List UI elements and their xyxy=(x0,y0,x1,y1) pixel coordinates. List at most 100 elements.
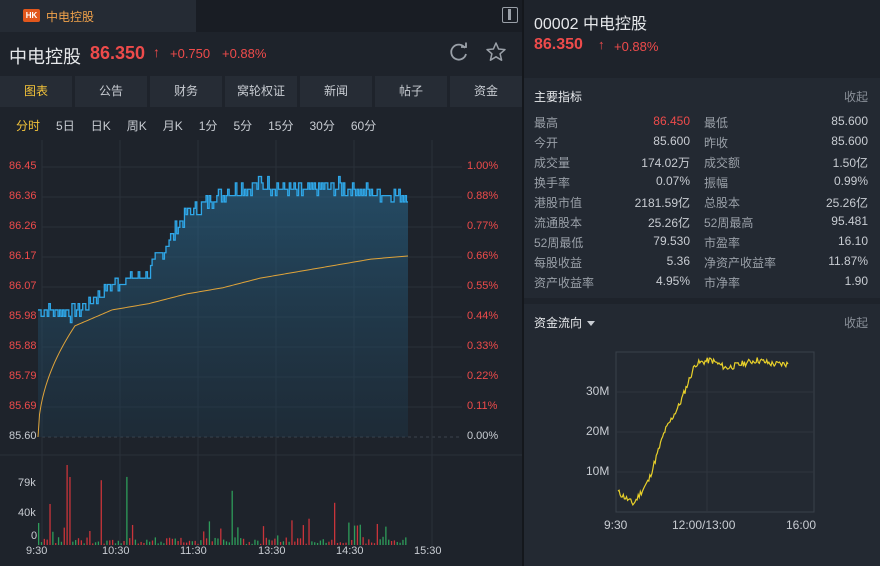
volume-bar xyxy=(353,525,356,545)
main-tab-label: 帖子 xyxy=(398,84,423,98)
percent-tick-label: 1.00% xyxy=(467,160,499,172)
volume-tick-label: 79k xyxy=(18,477,36,489)
volume-bar xyxy=(373,543,376,545)
volume-bar xyxy=(49,503,51,545)
panel-divider[interactable] xyxy=(522,0,524,566)
volume-bar xyxy=(405,537,407,545)
fund-flow-chart xyxy=(615,351,815,513)
favorite-star-icon[interactable] xyxy=(485,41,507,63)
period-tab-6[interactable]: 1分 xyxy=(191,116,226,136)
volume-bar xyxy=(171,538,174,545)
volume-bar xyxy=(368,539,370,545)
indicator-row: 成交量 174.02万 成交额 1.50亿 xyxy=(534,154,870,174)
dropdown-arrow-icon xyxy=(587,321,596,327)
volume-bar xyxy=(390,540,393,545)
volume-bar xyxy=(254,539,256,545)
indicator-row: 换手率 0.07% 振幅 0.99% xyxy=(534,174,870,194)
fund-flow-line xyxy=(617,357,789,506)
fund-flow-tick-label: 30M xyxy=(586,384,610,398)
volume-bar xyxy=(240,538,242,545)
volume-bar xyxy=(288,541,290,545)
main-tab-4[interactable]: 窝轮权证 xyxy=(225,76,297,107)
period-tab-10[interactable]: 60分 xyxy=(343,116,384,136)
volume-bar xyxy=(203,531,205,545)
volume-bar xyxy=(248,541,250,545)
period-tab-label: 1分 xyxy=(198,119,218,133)
fund-flow-title[interactable]: 资金流向 xyxy=(534,314,596,331)
key-indicators-section: 主要指标 收起 最高 86.450 最低 85.600 今开 85.600 昨收 85.600… xyxy=(524,78,880,298)
period-tab-4[interactable]: 周K xyxy=(119,116,155,136)
volume-bar xyxy=(308,518,310,545)
percent-tick-label: 0.33% xyxy=(467,340,499,352)
key-indicators-title: 主要指标 xyxy=(534,90,583,104)
refresh-icon[interactable] xyxy=(448,41,470,63)
indicator-label: 每股收益 xyxy=(534,256,583,270)
period-tab-label: 月K xyxy=(162,119,183,133)
volume-bar xyxy=(359,524,361,545)
volume-bar xyxy=(57,537,60,545)
time-tick-label: 11:30 xyxy=(180,545,207,557)
volume-bar xyxy=(331,539,333,545)
price-tick-label: 85.88 xyxy=(9,340,37,352)
indicator-value: 0.99% xyxy=(833,174,868,188)
stock-tab[interactable]: HK 中电控股 xyxy=(0,0,196,32)
period-tab-2[interactable]: 5日 xyxy=(48,116,83,136)
volume-bar xyxy=(297,538,299,545)
percent-tick-label: 0.44% xyxy=(467,310,499,322)
indicator-label: 最低 xyxy=(704,116,729,130)
period-tab-3[interactable]: 日K xyxy=(83,116,119,136)
volume-bar xyxy=(399,542,401,545)
volume-bar xyxy=(83,543,85,545)
price-tick-label: 86.26 xyxy=(9,220,37,232)
volume-bar xyxy=(151,540,154,545)
collapse-indicators-button[interactable]: 收起 xyxy=(843,90,868,104)
indicator-value: 79.530 xyxy=(653,234,690,248)
volume-bar xyxy=(174,538,176,545)
percent-tick-label: 0.77% xyxy=(467,220,499,232)
indicator-value: 1.90 xyxy=(844,274,868,288)
volume-bar xyxy=(214,537,216,545)
volume-bar xyxy=(379,539,381,545)
volume-bar xyxy=(291,520,293,545)
volume-bar xyxy=(385,526,387,545)
indicator-value: 0.07% xyxy=(655,174,690,188)
period-tab-8[interactable]: 15分 xyxy=(260,116,301,136)
volume-bar xyxy=(217,538,219,545)
dock-panel-icon[interactable] xyxy=(502,7,518,23)
volume-bar xyxy=(86,537,88,545)
period-tab-label: 5分 xyxy=(233,119,253,133)
volume-bar xyxy=(362,537,364,545)
main-tab-3[interactable]: 财务 xyxy=(150,76,222,107)
price-change-percent: +0.88% xyxy=(222,46,267,61)
price-line xyxy=(38,175,408,324)
period-tab-7[interactable]: 5分 xyxy=(225,116,260,136)
indicator-label: 成交额 xyxy=(704,156,741,170)
indicator-row: 流通股本 25.26亿 52周最高 95.481 xyxy=(534,214,870,234)
indicator-row: 52周最低 79.530 市盈率 16.10 xyxy=(534,234,870,254)
period-tab-1[interactable]: 分时 xyxy=(8,116,48,136)
volume-bar xyxy=(92,543,94,545)
volume-bar xyxy=(225,541,228,545)
indicator-value: 5.36 xyxy=(666,254,690,268)
indicator-label: 昨收 xyxy=(704,136,729,150)
collapse-fund-flow-button[interactable]: 收起 xyxy=(843,316,868,330)
volume-bar xyxy=(393,540,396,545)
volume-bar xyxy=(237,527,239,545)
period-tabs: 分时 5日 日K 周K 月K 1分 5分 15分 30分 60分 xyxy=(8,116,384,136)
quote-detail-panel: 00002 中电控股 86.350 ↑ +0.88% 主要指标 收起 最高 86.… xyxy=(524,0,880,566)
indicator-value: 95.481 xyxy=(831,214,868,228)
indicator-value: 85.600 xyxy=(831,114,868,128)
main-tab-2[interactable]: 公告 xyxy=(75,76,147,107)
period-tab-5[interactable]: 月K xyxy=(155,116,191,136)
price-tick-label: 86.07 xyxy=(9,280,37,292)
main-tab-6[interactable]: 帖子 xyxy=(375,76,447,107)
percent-tick-label: 0.55% xyxy=(467,280,499,292)
indicator-label: 今开 xyxy=(534,136,559,150)
main-tab-7[interactable]: 资金 xyxy=(450,76,522,107)
volume-bar xyxy=(137,543,139,545)
volume-bar xyxy=(245,543,248,545)
main-tab-1[interactable]: 图表 xyxy=(0,76,72,107)
period-tab-9[interactable]: 30分 xyxy=(301,116,342,136)
main-tab-5[interactable]: 新闻 xyxy=(300,76,372,107)
volume-bar xyxy=(314,542,316,545)
